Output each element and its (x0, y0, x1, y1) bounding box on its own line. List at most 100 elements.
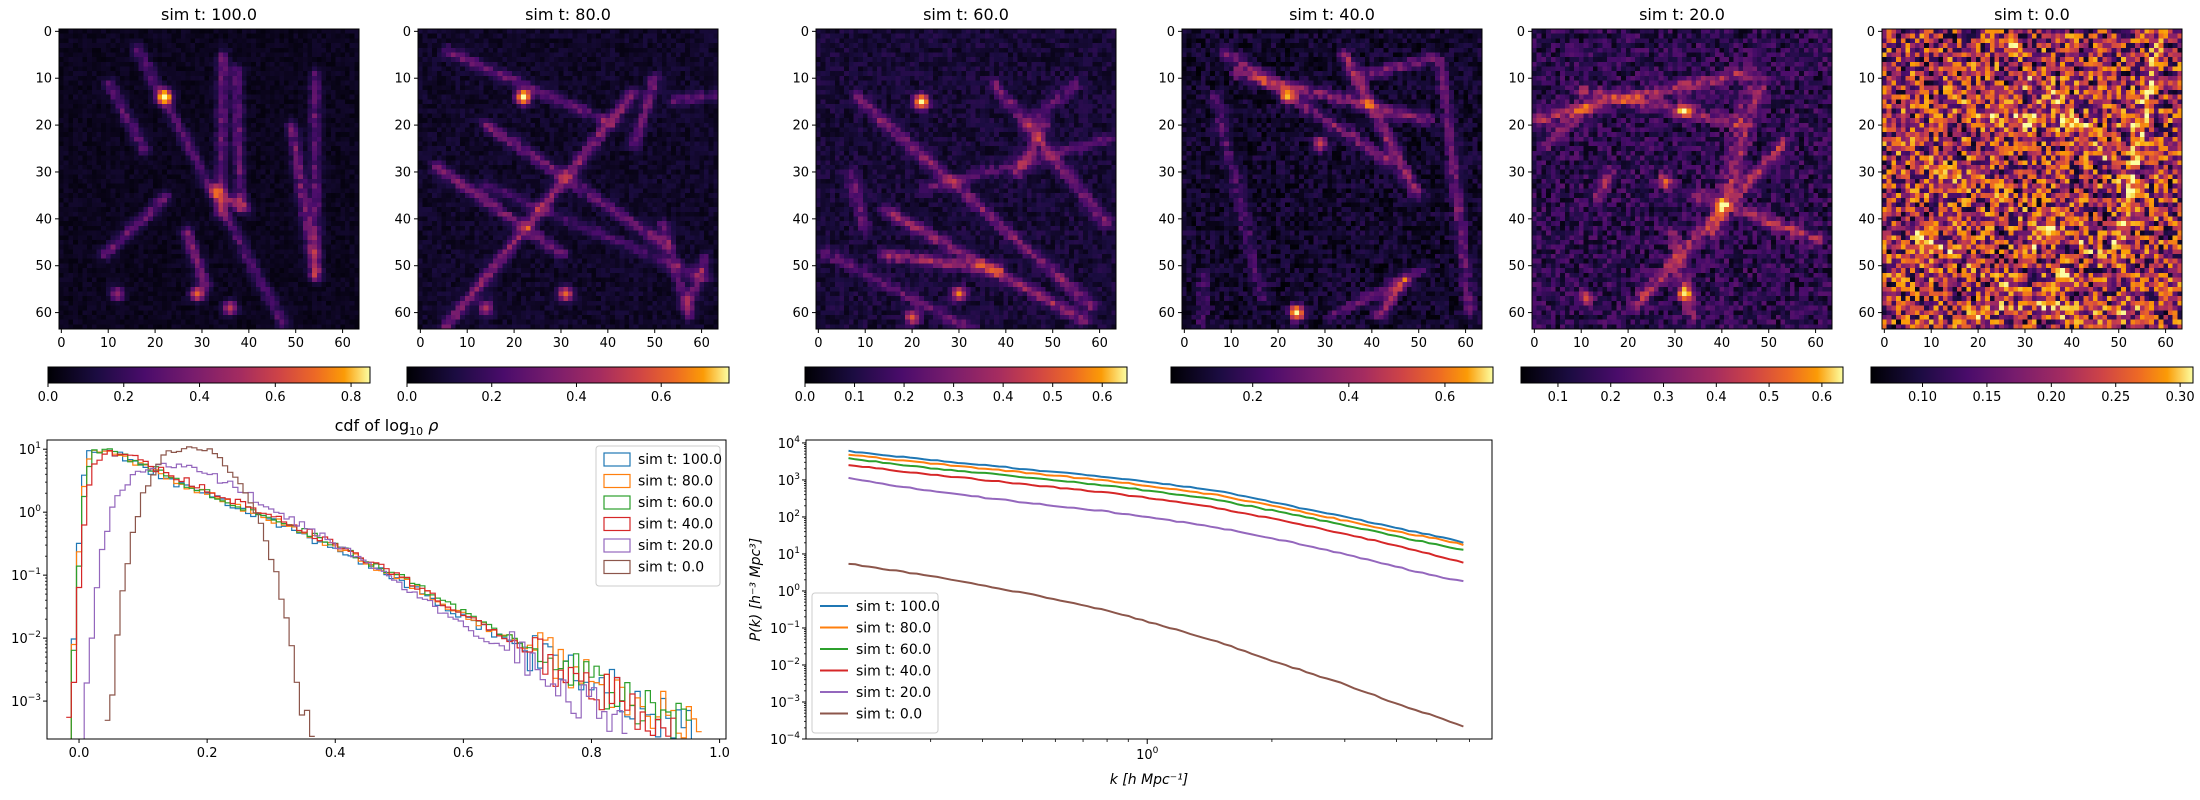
heatmap-cell (111, 57, 116, 62)
heatmap-cell (336, 179, 341, 184)
heatmap-cell (340, 67, 345, 72)
heatmap-cell (68, 231, 73, 236)
heatmap-cell (643, 62, 648, 67)
heatmap-cell (336, 95, 341, 100)
heatmap-cell (326, 207, 331, 212)
heatmap-cell (176, 170, 181, 175)
heatmap-cell (115, 207, 120, 212)
heatmap-cell (143, 62, 148, 67)
heatmap-cell (87, 81, 92, 86)
heatmap-cell (186, 174, 191, 179)
heatmap-cell (521, 62, 526, 67)
heatmap-cell (214, 287, 219, 292)
heatmap-cell (59, 95, 64, 100)
heatmap-cell (228, 99, 233, 104)
heatmap-cell (167, 118, 172, 123)
heatmap-cell (493, 90, 498, 95)
heatmap-cell (695, 71, 700, 76)
heatmap-cell (134, 142, 139, 147)
heatmap-cell (218, 48, 223, 53)
heatmap-cell (228, 179, 233, 184)
heatmap-cell (591, 71, 596, 76)
heatmap-cell (340, 48, 345, 53)
heatmap-cell (162, 81, 167, 86)
heatmap-cell (261, 142, 266, 147)
heatmap-cell (451, 90, 456, 95)
heatmap-cell (350, 48, 355, 53)
heatmap-cell (336, 109, 341, 114)
heatmap-cell (176, 99, 181, 104)
heatmap-cell (115, 198, 120, 203)
heatmap-cell (78, 29, 83, 34)
heatmap-cell (134, 57, 139, 62)
heatmap-cell (345, 217, 350, 222)
heatmap-cell (97, 71, 102, 76)
heatmap-cell (303, 226, 308, 231)
heatmap-cell (237, 259, 242, 264)
heatmap-cell (228, 76, 233, 81)
heatmap-cell (106, 95, 111, 100)
heatmap-cell (247, 320, 252, 325)
heatmap-cell (418, 52, 423, 57)
heatmap-cell (129, 245, 134, 250)
heatmap-cell (298, 277, 303, 282)
heatmap-cell (465, 71, 470, 76)
heatmap-cell (64, 301, 69, 306)
heatmap-cell (59, 273, 64, 278)
heatmap-cell (134, 156, 139, 161)
heatmap-cell (82, 132, 87, 137)
heatmap-cell (293, 207, 298, 212)
heatmap-cell (331, 151, 336, 156)
heatmap-cell (190, 235, 195, 240)
heatmap-cell (465, 38, 470, 43)
heatmap-cell (247, 315, 252, 320)
heatmap-cell (120, 165, 125, 170)
heatmap-cell (143, 202, 148, 207)
heatmap-cell (209, 113, 214, 118)
heatmap-cell (209, 188, 214, 193)
heatmap-cell (92, 310, 97, 315)
heatmap-cell (284, 320, 289, 325)
heatmap-cell (484, 76, 489, 81)
heatmap-cell (345, 62, 350, 67)
heatmap-cell (129, 188, 134, 193)
heatmap-cell (204, 156, 209, 161)
heatmap-cell (456, 57, 461, 62)
heatmap-cell (638, 29, 643, 34)
heatmap-cell (181, 29, 186, 34)
heatmap-cell (340, 292, 345, 297)
heatmap-cell (195, 109, 200, 114)
heatmap-cell (87, 320, 92, 325)
heatmap-cell (172, 296, 177, 301)
heatmap-cell (73, 235, 78, 240)
heatmap-cell (200, 81, 205, 86)
heatmap-cell (148, 296, 153, 301)
heatmap-cell (629, 57, 634, 62)
heatmap-cell (125, 62, 130, 67)
heatmap-cell (181, 76, 186, 81)
heatmap-cell (200, 165, 205, 170)
heatmap-cell (307, 277, 312, 282)
heatmap-cell (307, 142, 312, 147)
heatmap-cell (270, 306, 275, 311)
heatmap-cell (92, 240, 97, 245)
heatmap-cell (545, 76, 550, 81)
heatmap-cell (516, 52, 521, 57)
heatmap-cell (293, 76, 298, 81)
heatmap-cell (237, 174, 242, 179)
heatmap-cell (340, 282, 345, 287)
heatmap-cell (256, 198, 261, 203)
heatmap-cell (615, 85, 620, 90)
heatmap-cell (101, 301, 106, 306)
heatmap-cell (270, 146, 275, 151)
heatmap-cell (709, 34, 714, 39)
heatmap-cell (139, 29, 144, 34)
heatmap-cell (228, 57, 233, 62)
heatmap-cell (322, 132, 327, 137)
heatmap-cell (92, 118, 97, 123)
heatmap-cell (695, 67, 700, 72)
heatmap-cell (345, 306, 350, 311)
heatmap-cell (317, 287, 322, 292)
heatmap-cell (209, 198, 214, 203)
heatmap-cell (200, 188, 205, 193)
